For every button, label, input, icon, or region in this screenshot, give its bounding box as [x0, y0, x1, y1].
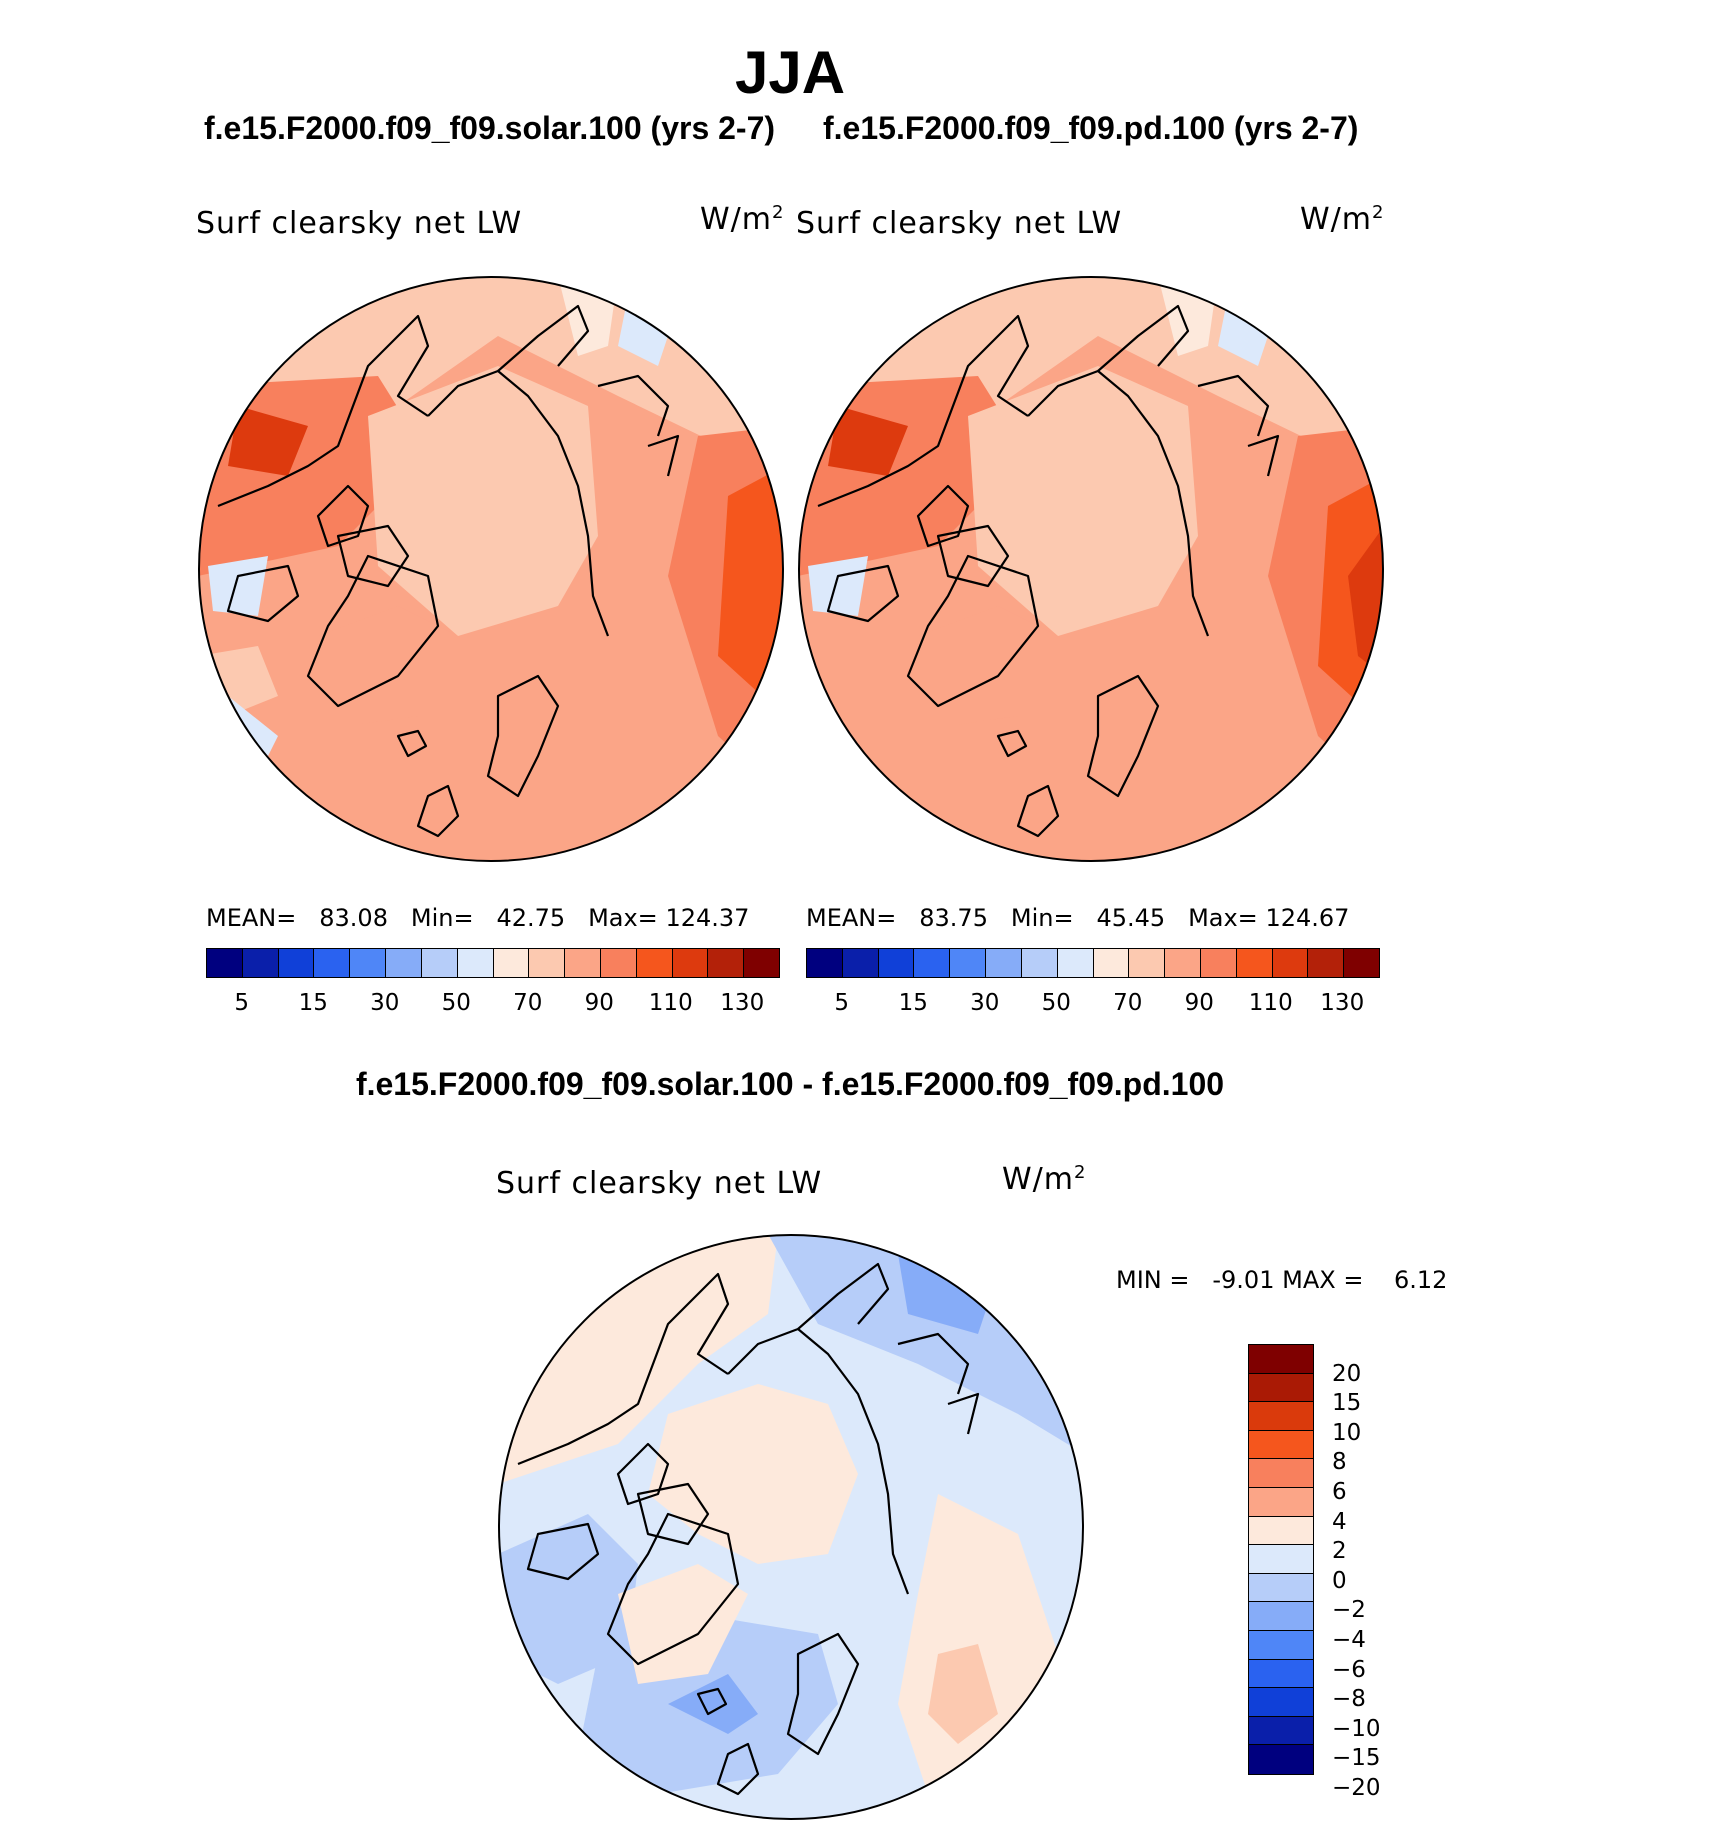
colorbar-swatch [1129, 949, 1166, 977]
colorbar-swatch [1093, 949, 1130, 977]
colorbar-swatch [878, 949, 915, 977]
colorbar-left [206, 948, 780, 978]
colorbar-tick-label: 20 [1332, 1360, 1362, 1387]
colorbar-tick-label: 0 [1332, 1567, 1347, 1594]
units-diff: W/m2 [1002, 1162, 1087, 1197]
colorbar-swatch [278, 949, 315, 977]
colorbar-swatch [1249, 1573, 1313, 1603]
colorbar-swatch [636, 949, 673, 977]
colorbar-tick-label: −8 [1332, 1686, 1366, 1713]
colorbar-tick-label: −2 [1332, 1597, 1366, 1624]
colorbar-tick-label: −15 [1332, 1745, 1381, 1772]
colorbar-tick-label: −10 [1332, 1715, 1381, 1742]
variable-title-diff: Surf clearsky net LW [496, 1166, 823, 1201]
difference-title: f.e15.F2000.f09_f09.solar.100 - f.e15.F2… [355, 1066, 1225, 1102]
colorbar-swatch [565, 949, 601, 977]
colorbar-tick-label: 70 [513, 990, 543, 1016]
colorbar-swatch [1249, 1430, 1313, 1460]
stats-left: MEAN= 83.08 Min= 42.75 Max= 124.37 [206, 904, 750, 932]
colorbar-swatch [1236, 949, 1273, 977]
colorbar-tick-label: 70 [1113, 990, 1143, 1016]
colorbar-swatch [807, 949, 843, 977]
colorbar-tick-label: 2 [1332, 1538, 1347, 1565]
diff-stats: MIN = -9.01 MAX = 6.12 [1116, 1266, 1448, 1294]
colorbar-swatch [1249, 1602, 1313, 1631]
colorbar-tick-label: 30 [370, 990, 400, 1016]
colorbar-swatch [529, 949, 566, 977]
colorbar-tick-label: 8 [1332, 1449, 1347, 1476]
colorbar-tick-label: 50 [441, 990, 471, 1016]
colorbar-swatch [1249, 1630, 1313, 1660]
colorbar-swatch [986, 949, 1022, 977]
colorbar-swatch [386, 949, 422, 977]
colorbar-tick-label: 15 [898, 990, 928, 1016]
colorbar-tick-label: 6 [1332, 1479, 1347, 1505]
colorbar-tick-label: 130 [1320, 990, 1365, 1016]
colorbar-swatch [421, 949, 458, 977]
colorbar-tick-label: 30 [970, 990, 1000, 1016]
colorbar-swatch [1249, 1516, 1313, 1546]
polar-map-right [798, 276, 1384, 862]
units-right: W/m2 [1300, 202, 1385, 237]
units-left: W/m2 [700, 202, 785, 237]
colorbar-difference [1248, 1344, 1314, 1775]
case-title-left: f.e15.F2000.f09_f09.solar.100 (yrs 2-7) [204, 110, 776, 146]
colorbar-swatch [1165, 949, 1201, 977]
colorbar-tick-label: −20 [1332, 1775, 1381, 1801]
colorbar-tick-label: 130 [720, 990, 765, 1016]
colorbar-tick-label: 5 [234, 990, 250, 1016]
colorbar-swatch [1249, 1459, 1313, 1488]
colorbar-swatch [708, 949, 745, 977]
colorbar-swatch [1249, 1716, 1313, 1746]
colorbar-swatch [1249, 1373, 1313, 1403]
season-title: JJA [734, 39, 846, 106]
colorbar-swatch [1272, 949, 1309, 977]
colorbar-swatch [242, 949, 279, 977]
colorbar-swatch [1249, 1545, 1313, 1574]
colorbar-swatch [1021, 949, 1058, 977]
colorbar-swatch [1249, 1345, 1313, 1374]
colorbar-swatch [914, 949, 951, 977]
colorbar-tick-label: 90 [1184, 990, 1214, 1016]
colorbar-tick-label: 10 [1332, 1419, 1362, 1446]
case-title-right: f.e15.F2000.f09_f09.pd.100 (yrs 2-7) [823, 110, 1359, 146]
colorbar-swatch [950, 949, 987, 977]
colorbar-swatch [1057, 949, 1094, 977]
colorbar-swatch [457, 949, 494, 977]
colorbar-swatch [493, 949, 530, 977]
colorbar-tick-label: 90 [584, 990, 614, 1016]
polar-map-difference [498, 1234, 1084, 1820]
colorbar-tick-label: 15 [1332, 1390, 1362, 1417]
colorbar-swatch [350, 949, 387, 977]
colorbar-tick-label: 110 [1248, 990, 1293, 1016]
colorbar-swatch [1249, 1688, 1313, 1717]
polar-map-left [198, 276, 784, 862]
colorbar-tick-label: 4 [1332, 1508, 1347, 1535]
variable-title-right: Surf clearsky net LW [796, 206, 1123, 241]
colorbar-tick-label: 15 [298, 990, 328, 1016]
colorbar-swatch [1308, 949, 1345, 977]
colorbar-swatch [1200, 949, 1237, 977]
colorbar-swatch [314, 949, 351, 977]
colorbar-tick-label: 5 [834, 990, 850, 1016]
colorbar-swatch [672, 949, 709, 977]
colorbar-tick-label: 110 [648, 990, 693, 1016]
colorbar-swatch [1249, 1402, 1313, 1431]
colorbar-swatch [600, 949, 637, 977]
colorbar-tick-label: 50 [1041, 990, 1071, 1016]
colorbar-swatch [842, 949, 879, 977]
colorbar-swatch [1249, 1745, 1313, 1774]
stats-right: MEAN= 83.75 Min= 45.45 Max= 124.67 [806, 904, 1350, 932]
colorbar-swatch [207, 949, 243, 977]
colorbar-swatch [1249, 1659, 1313, 1689]
colorbar-swatch [1249, 1487, 1313, 1517]
colorbar-right [806, 948, 1380, 978]
colorbar-swatch [1344, 949, 1379, 977]
variable-title-left: Surf clearsky net LW [196, 206, 523, 241]
colorbar-tick-label: −4 [1332, 1627, 1366, 1653]
colorbar-tick-label: −6 [1332, 1656, 1366, 1683]
colorbar-swatch [744, 949, 779, 977]
